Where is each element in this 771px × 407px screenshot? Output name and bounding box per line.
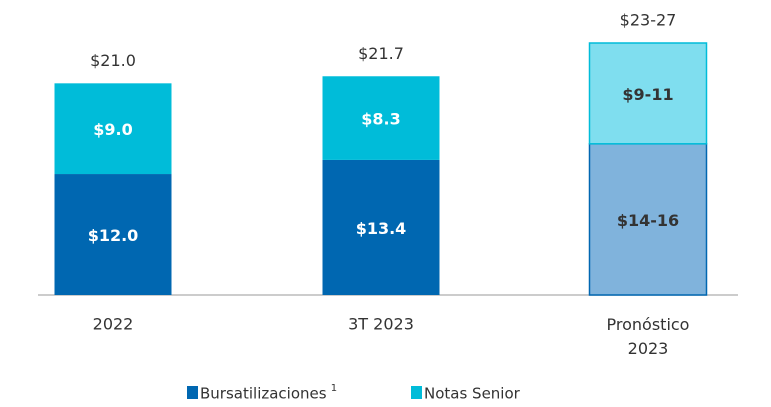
value-label: $9-11 (622, 85, 673, 104)
legend-label: Bursatilizaciones (200, 385, 327, 403)
value-label: $14-16 (617, 211, 679, 230)
legend-note: 1 (331, 383, 337, 394)
bar-segment (322, 76, 440, 160)
value-label: $12.0 (88, 226, 139, 245)
x-tick-label-line: Pronóstico (607, 315, 690, 334)
value-label: $13.4 (356, 219, 407, 238)
legend-label: Notas Senior (424, 385, 521, 403)
value-label: $8.3 (361, 110, 400, 129)
bar-segment (588, 143, 708, 296)
x-tick-label: Pronóstico 2023 (607, 315, 690, 358)
bar-segment (588, 42, 708, 145)
x-tick-label-line: 2023 (628, 339, 669, 358)
value-label: $9.0 (93, 120, 132, 139)
x-tick-label: 3T 2023 (348, 315, 414, 334)
legend-swatch (187, 386, 198, 399)
total-label: $21.7 (358, 44, 404, 63)
bar-segment (322, 159, 440, 295)
bar-segment (54, 83, 172, 175)
bar-segment (54, 174, 172, 295)
x-tick-label: 2022 (93, 315, 134, 334)
total-label: $23-27 (620, 11, 677, 30)
total-label: $21.0 (90, 51, 136, 70)
legend-swatch (411, 386, 422, 399)
